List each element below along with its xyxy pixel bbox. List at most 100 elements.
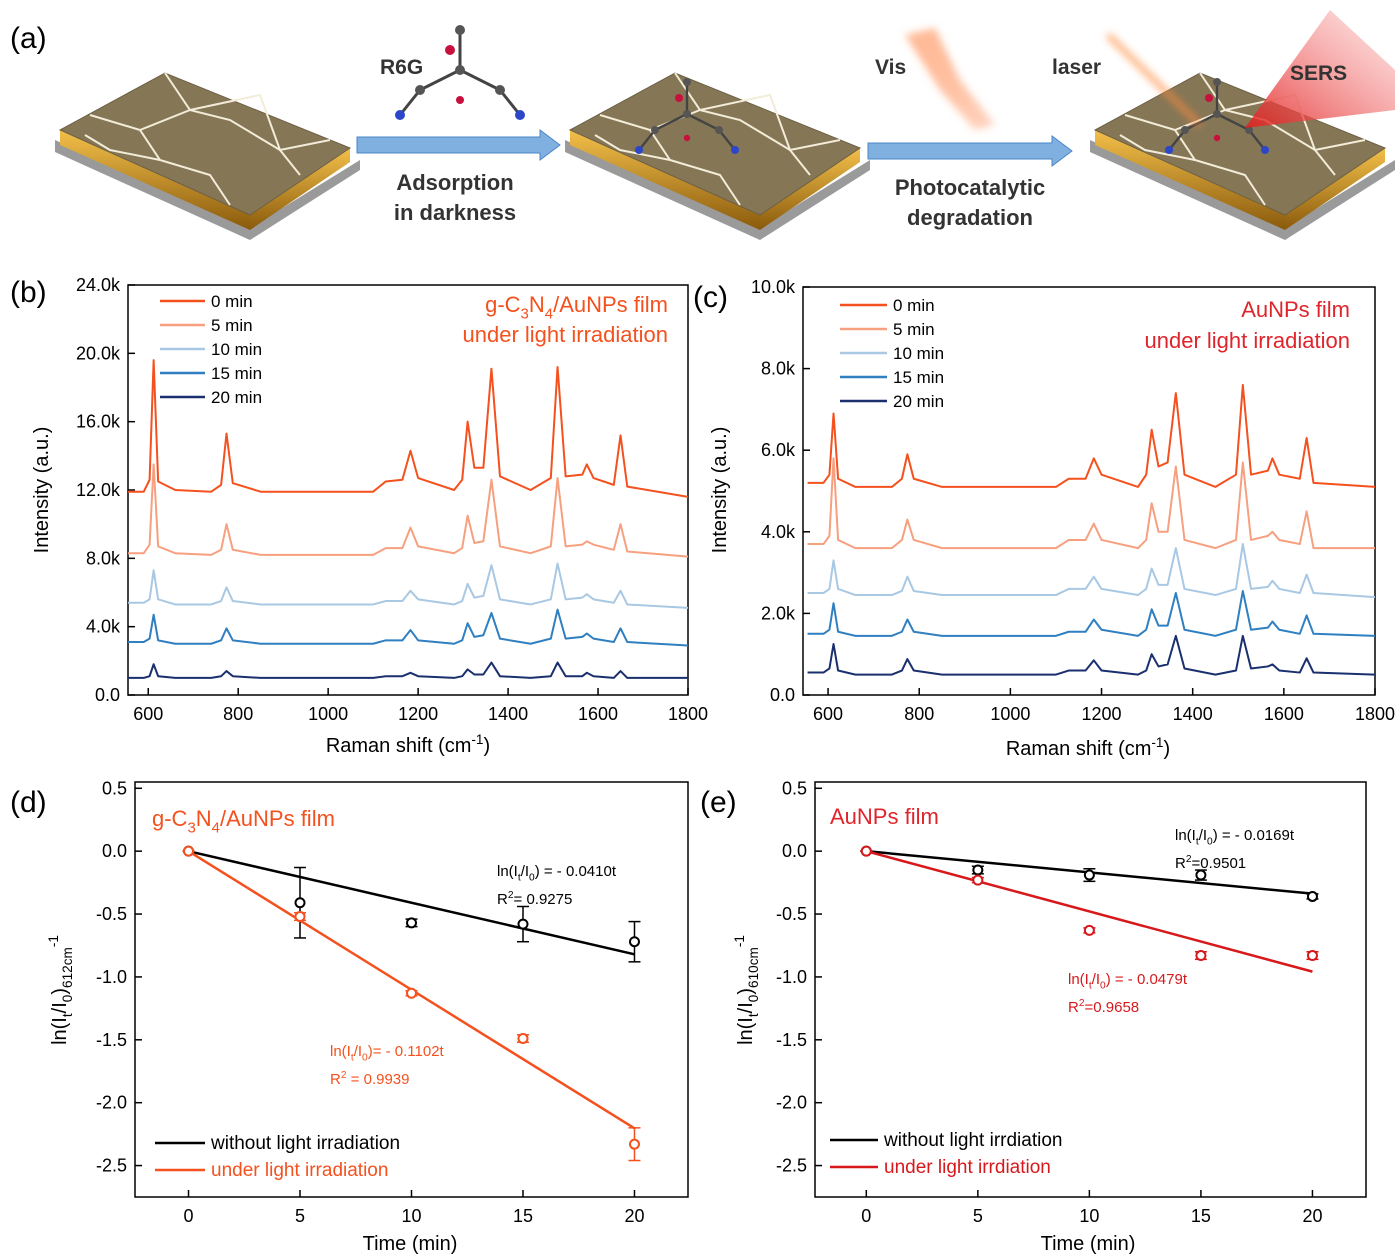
data-point [296, 898, 305, 907]
y-tick-label: 24.0k [76, 275, 121, 295]
step-label: degradation [907, 205, 1033, 230]
annotation: g-C3N4/AuNPs film [485, 292, 668, 323]
fit-r2-part: R [330, 1071, 341, 1088]
annotation-part: AuNPs film [830, 804, 939, 829]
annotation: AuNPs film [1241, 297, 1350, 322]
y-axis-label-part: ) [735, 988, 757, 995]
legend-label: 0 min [211, 292, 253, 311]
sers-label: SERS [1290, 62, 1347, 85]
x-tick-label: 800 [223, 704, 253, 724]
y-axis-label-part: 610cm [746, 947, 761, 988]
y-tick-label: 0.0 [770, 685, 795, 705]
fit-r2-part: R [1175, 855, 1186, 872]
annotation-part: /AuNPs film [553, 292, 668, 317]
fit-equation-part: /I [521, 863, 529, 880]
x-axis-label-part: Raman shift (cm [1006, 738, 1152, 760]
data-point [518, 920, 527, 929]
fit-equation-part: ln(I [330, 1043, 351, 1060]
data-point [407, 918, 416, 927]
annotation-part: N [196, 806, 212, 831]
fit-r2-part: =0.9658 [1085, 999, 1140, 1016]
x-tick-label: 1600 [578, 704, 618, 724]
fit-r2: R2 = 0.9939 [330, 1070, 410, 1088]
y-axis-label-part: ln(I [49, 1017, 71, 1045]
fit-equation: ln(It/I0) = - 0.0169t [1175, 827, 1295, 848]
fit-equation-part: ln(I [497, 863, 518, 880]
x-tick-label: 1800 [1355, 704, 1395, 724]
x-axis-label-part: -1 [471, 732, 483, 747]
y-tick-label: -1.5 [776, 1030, 807, 1050]
annotation: under light irradiation [1145, 328, 1350, 353]
fit-equation-part: /I [1092, 971, 1100, 988]
data-point [184, 847, 193, 856]
x-axis-label-part: ) [484, 735, 491, 757]
data-point [630, 1140, 639, 1149]
fit-equation: ln(It/I0) = - 0.0479t [1068, 971, 1188, 992]
y-tick-label: 4.0k [86, 617, 121, 637]
panel-a-artwork [55, 10, 1395, 240]
data-point [630, 937, 639, 946]
y-tick-label: 0.5 [782, 778, 807, 798]
annotation-part: N [529, 292, 545, 317]
y-axis-label: ln(It/I0)610cm-1 [732, 935, 761, 1045]
y-tick-label: 2.0k [761, 603, 796, 623]
y-axis-label: Intensity (a.u.) [709, 427, 731, 554]
x-axis-label-part: Time (min) [1041, 1233, 1136, 1255]
y-tick-label: 0.0 [782, 841, 807, 861]
legend-label: 10 min [211, 340, 262, 359]
data-point [1085, 926, 1094, 935]
data-point [973, 876, 982, 885]
data-point [1085, 871, 1094, 880]
y-tick-label: 12.0k [76, 480, 121, 500]
annotation-part: 3 [521, 306, 529, 323]
y-tick-label: -2.5 [96, 1156, 127, 1176]
panel-label: (e) [700, 786, 737, 819]
panel-label: (a) [10, 22, 47, 55]
legend-label: 10 min [893, 344, 944, 363]
x-tick-label: 10 [401, 1206, 421, 1226]
legend-label: under light irrdiation [884, 1157, 1051, 1178]
data-point [296, 912, 305, 921]
fit-r2: R2=0.9501 [1175, 854, 1246, 872]
fit-equation: ln(It/I0) = - 0.0410t [497, 863, 617, 884]
legend-label: 15 min [211, 364, 262, 383]
x-tick-label: 1400 [488, 704, 528, 724]
fit-equation-part: ) = - 0.0479t [1106, 971, 1188, 988]
legend-label: under light irradiation [211, 1160, 388, 1181]
y-axis-label: Intensity (a.u.) [31, 427, 53, 554]
x-axis-label: Time (min) [1041, 1233, 1136, 1255]
legend-label: 20 min [211, 388, 262, 407]
x-axis-label-part: -1 [1151, 735, 1163, 750]
annotation-part: under light irradiation [463, 322, 668, 347]
data-point [518, 1034, 527, 1043]
data-point [862, 847, 871, 856]
y-tick-label: -0.5 [96, 904, 127, 924]
annotation: under light irradiation [463, 322, 668, 347]
step-label: in darkness [394, 200, 516, 225]
data-point [1196, 951, 1205, 960]
spectrum [808, 591, 1375, 636]
x-tick-label: 1200 [398, 704, 438, 724]
x-axis-label: Raman shift (cm-1) [1006, 735, 1170, 760]
fit-equation-part: /I [354, 1043, 362, 1060]
x-tick-label: 15 [1191, 1206, 1211, 1226]
x-tick-label: 1600 [1264, 704, 1304, 724]
step-label: Photocatalytic [895, 175, 1045, 200]
x-tick-label: 5 [973, 1206, 983, 1226]
fit-equation-part: )= - 0.1102t [368, 1043, 445, 1060]
y-tick-label: 0.0 [102, 841, 127, 861]
data-point [973, 866, 982, 875]
y-tick-label: -1.5 [96, 1030, 127, 1050]
panel-label: (b) [10, 276, 47, 309]
data-point [407, 989, 416, 998]
legend-label: 0 min [893, 296, 935, 315]
fit-equation-part: ) = - 0.0410t [535, 863, 617, 880]
legend-label: 15 min [893, 368, 944, 387]
x-tick-label: 600 [813, 704, 843, 724]
spectrum [128, 464, 688, 556]
x-tick-label: 800 [904, 704, 934, 724]
y-axis-label-part: ln(I [735, 1017, 757, 1045]
x-tick-label: 0 [861, 1206, 871, 1226]
x-axis-label-part: Raman shift (cm [326, 735, 472, 757]
y-axis-label-part: Intensity (a.u.) [31, 427, 53, 554]
